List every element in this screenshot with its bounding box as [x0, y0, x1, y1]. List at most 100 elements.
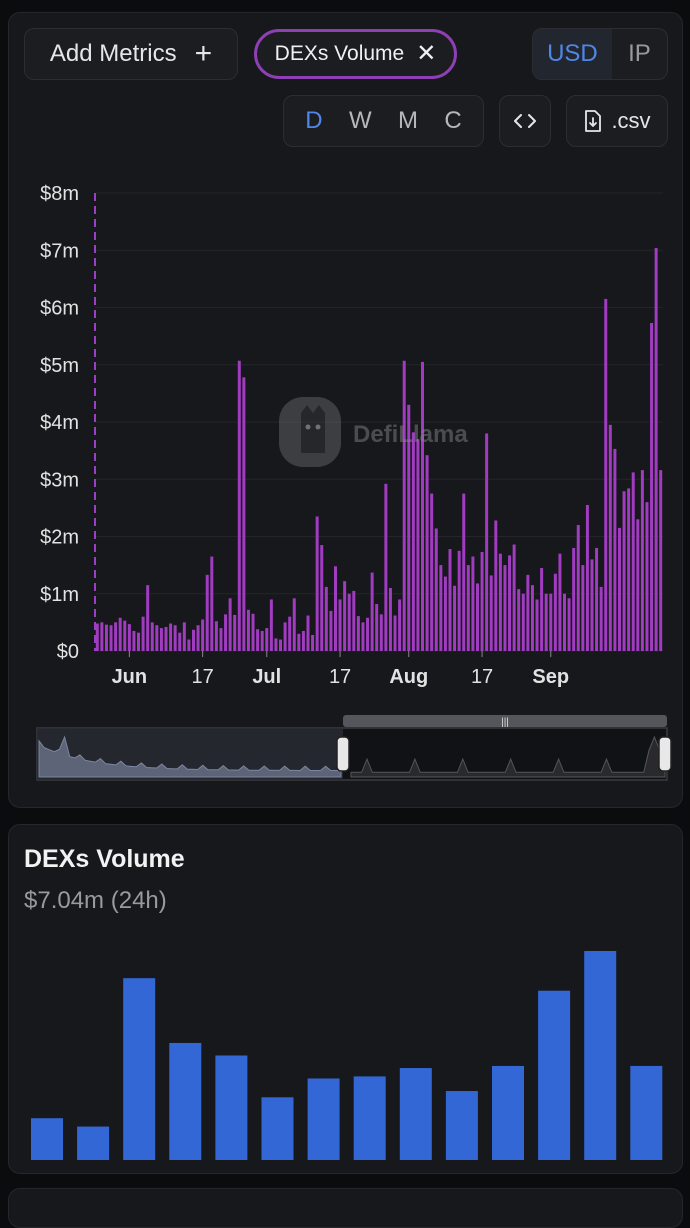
- volume-bar[interactable]: [283, 622, 287, 651]
- volume-bar[interactable]: [471, 556, 475, 651]
- close-icon[interactable]: ✕: [416, 40, 437, 67]
- volume-bar[interactable]: [251, 613, 255, 651]
- volume-bar[interactable]: [585, 505, 589, 651]
- volume-bar[interactable]: [421, 361, 425, 651]
- volume-bar[interactable]: [489, 575, 493, 651]
- volume-bar[interactable]: [146, 585, 150, 651]
- volume-bar[interactable]: [613, 448, 617, 651]
- volume-bar[interactable]: [393, 615, 397, 651]
- interval-option-c[interactable]: C: [444, 107, 462, 134]
- volume-bar[interactable]: [453, 585, 457, 651]
- volume-bar[interactable]: [288, 616, 292, 651]
- mini-volume-bar[interactable]: [353, 1076, 386, 1160]
- volume-bar[interactable]: [338, 599, 342, 651]
- volume-bar[interactable]: [434, 528, 438, 651]
- interval-option-m[interactable]: M: [398, 107, 419, 134]
- volume-bar[interactable]: [205, 574, 209, 651]
- mini-volume-bar[interactable]: [307, 1078, 340, 1160]
- volume-bar[interactable]: [114, 622, 118, 651]
- volume-bar[interactable]: [324, 586, 328, 651]
- volume-bar[interactable]: [608, 424, 612, 651]
- volume-bar[interactable]: [576, 525, 580, 651]
- volume-bar[interactable]: [462, 493, 466, 651]
- volume-bar[interactable]: [118, 617, 122, 651]
- volume-bar[interactable]: [530, 585, 534, 651]
- mini-volume-bar[interactable]: [169, 1042, 202, 1160]
- mini-volume-bar[interactable]: [261, 1097, 294, 1160]
- volume-bar[interactable]: [320, 545, 324, 651]
- volume-bar[interactable]: [379, 614, 383, 651]
- brush-handle-left[interactable]: [336, 736, 350, 772]
- volume-bar[interactable]: [535, 599, 539, 651]
- volume-bar[interactable]: [498, 553, 502, 651]
- mini-volume-bar[interactable]: [630, 1065, 663, 1160]
- volume-bar[interactable]: [237, 360, 241, 651]
- mini-volume-bar[interactable]: [215, 1055, 248, 1161]
- mini-volume-bar[interactable]: [445, 1091, 478, 1160]
- volume-bar[interactable]: [123, 620, 127, 651]
- volume-bar[interactable]: [191, 629, 195, 651]
- volume-bar[interactable]: [398, 599, 402, 651]
- volume-bar[interactable]: [214, 621, 218, 651]
- volume-bar[interactable]: [654, 247, 658, 651]
- volume-bar[interactable]: [352, 590, 356, 651]
- volume-bar[interactable]: [343, 581, 347, 651]
- volume-bar[interactable]: [595, 547, 599, 651]
- volume-bar[interactable]: [155, 625, 159, 651]
- volume-bar[interactable]: [627, 488, 631, 651]
- volume-bar[interactable]: [297, 633, 301, 651]
- volume-bar[interactable]: [567, 598, 571, 651]
- volume-bar[interactable]: [187, 639, 191, 651]
- volume-bar[interactable]: [242, 377, 246, 651]
- volume-bar[interactable]: [439, 565, 443, 651]
- volume-bar[interactable]: [356, 616, 360, 651]
- volume-bar[interactable]: [475, 583, 479, 651]
- volume-bar[interactable]: [265, 628, 269, 651]
- volume-bar[interactable]: [370, 572, 374, 651]
- add-metrics-button[interactable]: Add Metrics +: [24, 28, 238, 80]
- volume-bar[interactable]: [132, 630, 136, 651]
- volume-bar[interactable]: [526, 574, 530, 651]
- csv-download-button[interactable]: .csv: [566, 95, 668, 147]
- volume-bar[interactable]: [210, 556, 214, 651]
- volume-bar[interactable]: [169, 623, 173, 651]
- volume-bar[interactable]: [329, 610, 333, 651]
- volume-bar[interactable]: [219, 628, 223, 651]
- volume-bar[interactable]: [306, 615, 310, 651]
- volume-bar[interactable]: [508, 555, 512, 651]
- volume-bar[interactable]: [553, 573, 557, 651]
- volume-bar[interactable]: [659, 470, 663, 651]
- volume-bar[interactable]: [636, 519, 640, 651]
- volume-bar[interactable]: [159, 628, 163, 651]
- volume-bar[interactable]: [228, 598, 232, 651]
- volume-bar[interactable]: [178, 632, 182, 651]
- brush-drag-bar[interactable]: [343, 715, 667, 727]
- volume-bar[interactable]: [558, 553, 562, 651]
- currency-option-ip[interactable]: IP: [628, 40, 651, 67]
- volume-bar[interactable]: [256, 629, 260, 651]
- volume-bar[interactable]: [311, 634, 315, 651]
- currency-option-usd[interactable]: USD: [533, 29, 612, 79]
- volume-bar[interactable]: [640, 470, 644, 651]
- volume-bar[interactable]: [260, 630, 264, 651]
- volume-bar[interactable]: [604, 298, 608, 651]
- volume-bar[interactable]: [544, 593, 548, 651]
- mini-volume-bar[interactable]: [123, 978, 156, 1160]
- volume-bar[interactable]: [503, 565, 507, 651]
- volume-bar[interactable]: [485, 433, 489, 651]
- volume-bar[interactable]: [407, 404, 411, 651]
- brush-handle-right[interactable]: [658, 736, 672, 772]
- volume-bar[interactable]: [425, 455, 429, 651]
- volume-bar[interactable]: [563, 593, 567, 651]
- mini-volume-bar[interactable]: [538, 990, 571, 1160]
- volume-bar[interactable]: [521, 593, 525, 651]
- mini-volume-bar[interactable]: [77, 1126, 110, 1160]
- volume-bar[interactable]: [540, 567, 544, 651]
- volume-bar[interactable]: [631, 472, 635, 651]
- interval-option-w[interactable]: W: [348, 107, 372, 134]
- volume-bar[interactable]: [480, 551, 484, 651]
- volume-bar[interactable]: [100, 622, 104, 651]
- volume-bar[interactable]: [196, 625, 200, 651]
- volume-bar[interactable]: [301, 630, 305, 651]
- volume-bar[interactable]: [388, 588, 392, 651]
